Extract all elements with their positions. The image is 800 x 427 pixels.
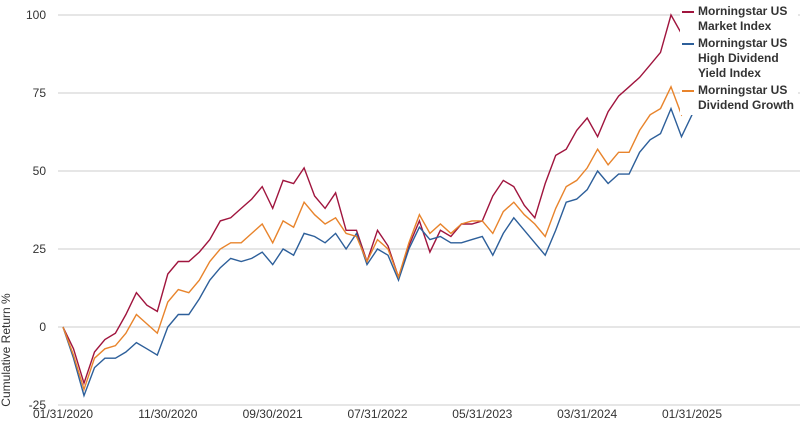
x-tick-label: 01/31/2020: [33, 407, 93, 421]
y-tick-label: 0: [39, 320, 46, 334]
y-tick-label: 75: [33, 86, 47, 100]
x-tick-label: 05/31/2023: [452, 407, 512, 421]
x-tick-label: 03/31/2024: [557, 407, 617, 421]
y-tick-label: 50: [33, 164, 47, 178]
x-tick-label: 07/31/2022: [347, 407, 407, 421]
x-tick-label: 09/30/2021: [243, 407, 303, 421]
series-line: [62, 11, 693, 386]
legend-label: Morningstar US High Dividend Yield Index: [698, 36, 788, 80]
legend-label: Morningstar US Market Index: [698, 4, 788, 33]
y-tick-label: 100: [26, 8, 46, 22]
legend-swatch: [682, 11, 694, 13]
legend-item: Morningstar US Dividend Growth: [680, 83, 798, 113]
series-line: [62, 106, 693, 398]
x-tick-label: 01/31/2025: [662, 407, 722, 421]
legend-swatch: [682, 43, 694, 45]
y-axis-label: Cumulative Return %: [0, 293, 13, 407]
legend: Morningstar US Market Index Morningstar U…: [680, 4, 798, 115]
series-line: [62, 85, 693, 392]
x-tick-label: 11/30/2020: [138, 407, 197, 421]
legend-item: Morningstar US Market Index: [680, 4, 798, 34]
legend-item: Morningstar US High Dividend Yield Index: [680, 36, 798, 81]
y-tick-label: 25: [33, 242, 47, 256]
legend-label: Morningstar US Dividend Growth: [698, 83, 794, 112]
legend-swatch: [682, 90, 694, 92]
y-tick-label: -25: [29, 398, 47, 412]
